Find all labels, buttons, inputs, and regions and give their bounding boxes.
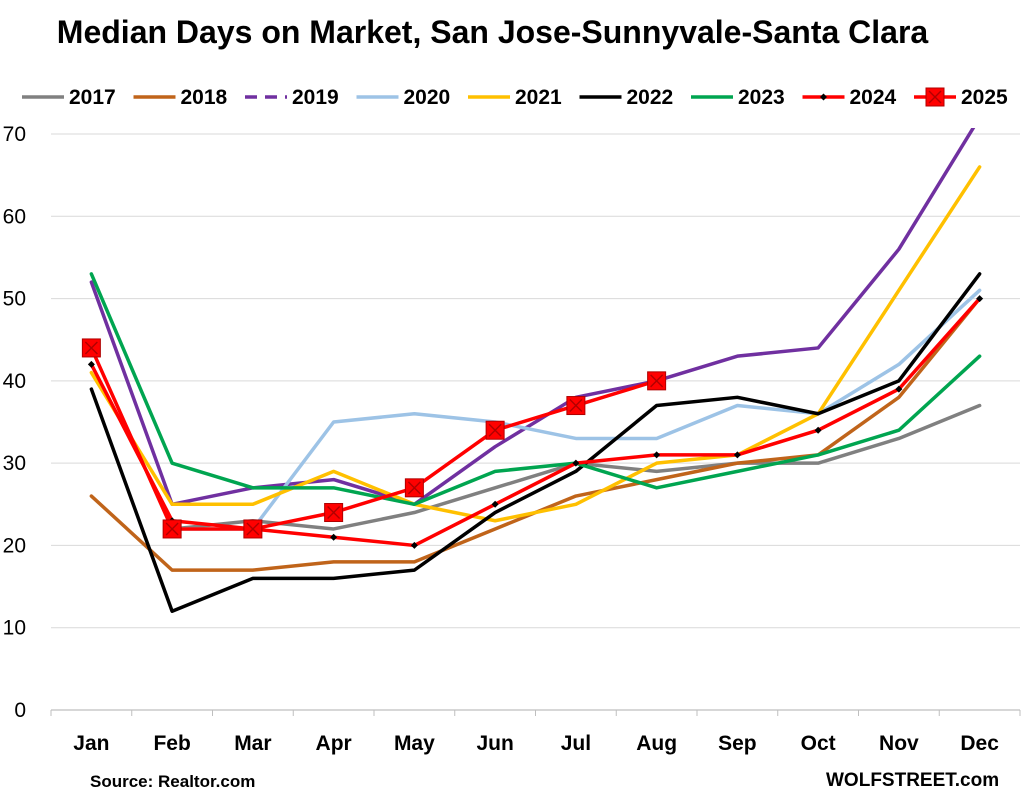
legend-item-2025: 2025 — [914, 86, 1008, 109]
legend-label-2017: 2017 — [69, 86, 116, 109]
legend-item-2021: 2021 — [468, 86, 562, 109]
series-2024-point — [410, 541, 418, 549]
legend-label-2022: 2022 — [627, 86, 674, 109]
x-tick-label: Dec — [960, 732, 999, 755]
series-2024-point — [895, 385, 903, 393]
y-tick-label: 50 — [3, 288, 26, 311]
legend-label-2018: 2018 — [181, 86, 228, 109]
x-tick-label: Aug — [636, 732, 677, 755]
chart-title: Median Days on Market, San Jose-Sunnyval… — [56, 14, 929, 50]
source-note: Source: Realtor.com — [90, 772, 256, 791]
series-2022-line — [89, 272, 982, 614]
series-2024-point — [814, 426, 822, 434]
legend-label-2025: 2025 — [961, 86, 1008, 109]
series-2025 — [81, 338, 667, 539]
y-tick-label: 60 — [3, 205, 26, 228]
legend-label-2019: 2019 — [292, 86, 339, 109]
series-2025-point-cross — [246, 522, 260, 536]
legend-label-2024: 2024 — [850, 86, 897, 109]
y-tick-label: 0 — [14, 699, 26, 722]
series-2025-point-cross — [165, 522, 179, 536]
legend-item-2018: 2018 — [133, 86, 228, 109]
series-2024-point — [330, 533, 338, 541]
x-tick-label: Mar — [234, 732, 271, 755]
legend-marker-2025-cross — [928, 90, 942, 104]
series-2021-line — [89, 165, 982, 523]
series-2024-point — [491, 500, 499, 508]
site-credit: WOLFSTREET.com — [826, 770, 1000, 791]
legend-label-2020: 2020 — [404, 86, 451, 109]
series-2022 — [89, 272, 982, 614]
series-2025-point-cross — [569, 399, 583, 413]
series-2025-point-cross — [327, 506, 341, 520]
x-tick-label: Jan — [73, 732, 109, 755]
gridlines — [51, 133, 1020, 629]
x-tick-label: Jun — [476, 732, 513, 755]
series-2024-point — [87, 360, 95, 368]
series-2025-point-cross — [407, 481, 421, 495]
legend-item-2023: 2023 — [691, 86, 785, 109]
x-tick-label: Oct — [801, 732, 836, 755]
series-2021 — [89, 165, 982, 523]
series-2024-point — [653, 451, 661, 459]
legend-item-2020: 2020 — [356, 86, 451, 109]
x-tick-label: Jul — [561, 732, 591, 755]
x-tick-label: Sep — [718, 732, 757, 755]
series-2023-line — [89, 272, 982, 507]
x-tick-label: Apr — [316, 732, 352, 755]
legend-item-2017: 2017 — [22, 86, 116, 109]
legend: 2017 2018 2019 2020 2021 2022 2023 2024 2025 — [22, 86, 1008, 109]
series-2020 — [170, 288, 982, 531]
axes: 0 10 20 30 40 50 60 70 Jan Feb Mar Apr May Jun Jul Aug S… — [3, 123, 1021, 755]
x-tick-label: Nov — [879, 732, 919, 755]
series-2023 — [89, 272, 982, 507]
series-2024-point — [976, 295, 984, 303]
series-2025-point-cross — [84, 341, 98, 355]
y-tick-label: 10 — [3, 617, 26, 640]
y-tick-label: 30 — [3, 452, 26, 475]
series-2020-line — [170, 288, 982, 531]
legend-label-2023: 2023 — [738, 86, 785, 109]
series-2025-line — [89, 346, 659, 531]
series-2024-point — [572, 459, 580, 467]
series-2025-point-cross — [650, 374, 664, 388]
legend-label-2021: 2021 — [515, 86, 562, 109]
legend-item-2019: 2019 — [245, 86, 339, 109]
y-tick-label: 20 — [3, 534, 26, 557]
x-tick-label: May — [394, 732, 435, 755]
series-2019-line — [89, 128, 976, 507]
legend-marker-2024 — [820, 93, 827, 101]
legend-item-2024: 2024 — [802, 86, 897, 109]
series-lines — [81, 128, 984, 614]
legend-item-2022: 2022 — [579, 86, 674, 109]
y-tick-label: 40 — [3, 370, 26, 393]
series-2019 — [89, 128, 976, 507]
x-tick-label: Feb — [153, 732, 190, 755]
series-2025-point-cross — [488, 423, 502, 437]
y-tick-label: 70 — [3, 123, 26, 146]
series-2024-point — [733, 451, 741, 459]
